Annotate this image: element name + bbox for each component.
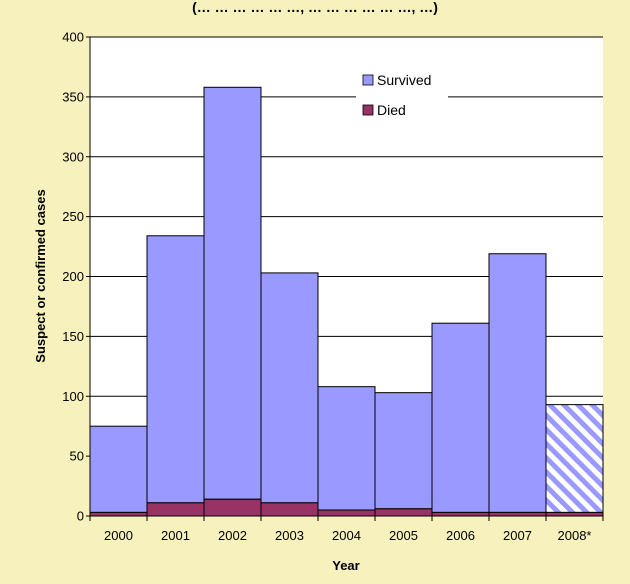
bar-survived-2004 [317, 386, 376, 511]
bar-survived-2005 [374, 392, 433, 510]
bar-survived-2003 [260, 272, 319, 504]
bar-survived-2008* [545, 404, 604, 513]
bar-died-2002 [203, 498, 262, 517]
y-tick-label-200: 200 [62, 269, 84, 284]
bar-survived-2006 [431, 322, 490, 513]
x-tick-label-2005: 2005 [389, 528, 418, 543]
x-tick-label-2006: 2006 [446, 528, 475, 543]
legend-label-died: Died [377, 102, 406, 118]
bar-died-2007 [488, 511, 547, 517]
bar-died-2006 [431, 511, 490, 517]
bar-died-2008* [545, 511, 604, 517]
bar-survived-2002 [203, 86, 262, 500]
x-tick-label-2002: 2002 [218, 528, 247, 543]
x-tick-label-2008*: 2008* [558, 528, 592, 543]
header-fragment: (… … … … … …, … … … … … …, …) [192, 0, 438, 15]
y-tick-label-150: 150 [62, 329, 84, 344]
y-tick-label-350: 350 [62, 89, 84, 104]
bar-survived-2007 [488, 253, 547, 513]
bar-died-2003 [260, 502, 319, 517]
x-tick-label-2007: 2007 [503, 528, 532, 543]
legend-label-survived: Survived [377, 72, 431, 88]
x-tick-label-2003: 2003 [275, 528, 304, 543]
x-axis-title: Year [332, 558, 359, 573]
y-tick-label-250: 250 [62, 209, 84, 224]
x-tick-labels: 2000 2001 2002 2003 2004 2005 2006 2007 2008* [104, 528, 591, 543]
x-tick-label-2004: 2004 [332, 528, 361, 543]
legend: Survived Died [356, 65, 448, 127]
y-axis-title: Suspect or confirmed cases [33, 189, 48, 362]
legend-swatch-survived [362, 74, 374, 86]
y-tick-label-400: 400 [62, 30, 84, 45]
y-tick-label-100: 100 [62, 389, 84, 404]
x-tick-label-2001: 2001 [161, 528, 190, 543]
bar-died-2005 [374, 508, 433, 517]
y-tick-labels: 0 50 100 150 200 250 300 350 400 [62, 30, 84, 524]
bar-survived-2001 [146, 235, 205, 504]
legend-swatch-died [362, 104, 374, 116]
bar-survived-2000 [89, 425, 148, 513]
bars-group [89, 86, 604, 517]
y-tick-label-0: 0 [77, 509, 84, 524]
bar-died-2001 [146, 502, 205, 517]
y-tick-label-50: 50 [70, 449, 84, 464]
bar-died-2000 [89, 511, 148, 517]
axes-group [86, 36, 604, 521]
bar-died-2004 [317, 509, 376, 517]
x-tick-label-2000: 2000 [104, 528, 133, 543]
y-tick-label-300: 300 [62, 149, 84, 164]
